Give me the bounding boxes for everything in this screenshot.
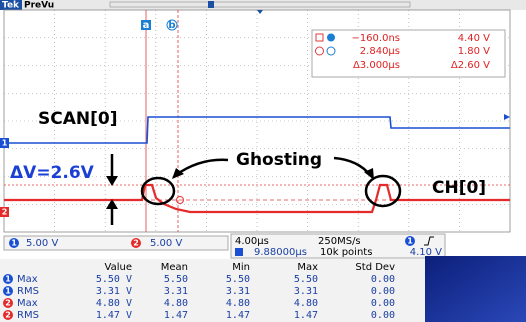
top-bar: [0, 0, 526, 10]
ch2-icon-label: 2: [133, 239, 139, 248]
ch2-marker-label: 2: [2, 208, 8, 217]
column-header: Min: [232, 262, 250, 273]
record-window: [208, 1, 214, 8]
cell: 4.80 V: [96, 298, 132, 309]
ch1-icon-label: 1: [11, 239, 17, 248]
annotation-delta-v: ΔV=2.6V: [10, 163, 95, 183]
annotation-ghosting: Ghosting: [236, 150, 322, 170]
column-header: Value: [105, 262, 132, 273]
cell: 4.80: [164, 298, 188, 309]
time-div: 4.00µs: [235, 236, 269, 247]
channel-number: 1: [5, 287, 11, 296]
cell: 0.00: [371, 274, 395, 285]
cell: 0.00: [371, 310, 395, 321]
ch2-scale: 5.00 V: [150, 238, 182, 249]
ch1-scale: 5.00 V: [26, 238, 58, 249]
cell: 1.47: [164, 310, 188, 321]
readout-time-a: −160.0ns: [351, 33, 400, 44]
readout-icon: [327, 34, 335, 42]
brand: Tek: [2, 1, 20, 11]
column-header: Std Dev: [355, 262, 395, 273]
readout-delta-time: Δ3.000µs: [353, 60, 400, 71]
cell: 0.00: [371, 298, 395, 309]
cell: 0.00: [371, 286, 395, 297]
cell: 3.31: [164, 286, 188, 297]
channel-number: 2: [5, 299, 11, 308]
cell: 3.31: [226, 286, 250, 297]
mode: PreVu: [24, 1, 54, 11]
sample-rate: 250MS/s: [318, 236, 361, 247]
cell: 3.31 V: [96, 286, 132, 297]
cell: 1.47: [226, 310, 250, 321]
cell: 5.50: [164, 274, 188, 285]
stat-name: RMS: [17, 310, 39, 321]
trigger-source: 1: [407, 237, 413, 246]
channel-number: 2: [5, 311, 11, 320]
cell: 4.80: [294, 298, 318, 309]
oscilloscope-screen: Tek PreVu a b 1 2 −160.0ns 4.40 V 2.840µ…: [0, 0, 526, 322]
record-length: 10k points: [320, 247, 372, 258]
column-header: Max: [297, 262, 318, 273]
readout-delta-volt: Δ2.60 V: [451, 60, 490, 71]
stat-name: Max: [17, 274, 38, 285]
readout-volt-a: 4.40 V: [458, 33, 490, 44]
ch1-marker-label: 1: [2, 139, 8, 148]
cursor-a-label: a: [143, 20, 150, 31]
cell: 4.80: [226, 298, 250, 309]
cell: 5.50 V: [96, 274, 132, 285]
delay: 9.88000µs: [254, 247, 307, 258]
stat-name: Max: [17, 298, 38, 309]
readout-time-b: 2.840µs: [360, 46, 400, 57]
blue-panel: [425, 256, 526, 322]
annotation-scan: SCAN[0]: [38, 109, 117, 129]
cell: 3.31: [294, 286, 318, 297]
column-header: Mean: [161, 262, 188, 273]
delay-icon: [235, 248, 243, 256]
cell: 1.47 V: [96, 310, 132, 321]
cell: 5.50: [294, 274, 318, 285]
channel-number: 1: [5, 275, 11, 284]
annotation-ch: CH[0]: [432, 178, 486, 198]
stat-name: RMS: [17, 286, 39, 297]
readout-volt-b: 1.80 V: [458, 46, 490, 57]
cell: 5.50: [226, 274, 250, 285]
cursor-b-label: b: [168, 20, 175, 31]
cell: 1.47: [294, 310, 318, 321]
